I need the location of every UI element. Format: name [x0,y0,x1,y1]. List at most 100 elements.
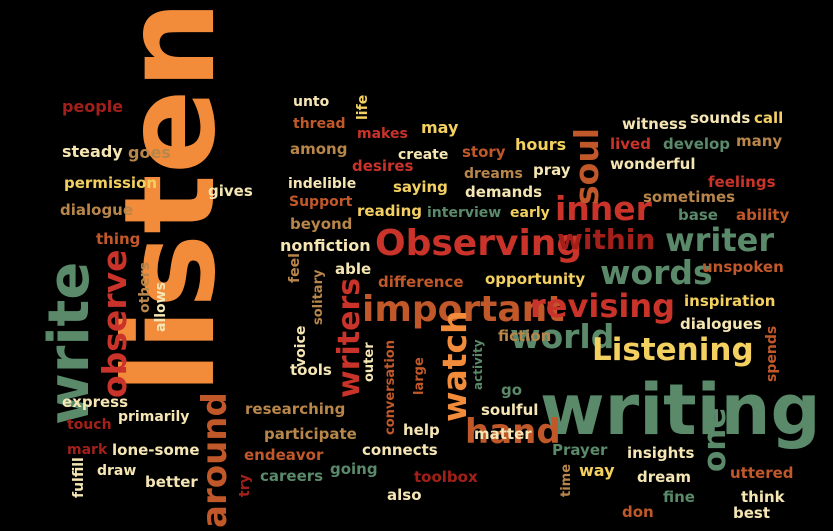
word-opportunity: opportunity [485,270,586,288]
word-fulfill: fulfill [71,457,87,498]
word-help: help [403,421,440,439]
word-tools: tools [290,361,332,379]
word-able: able [335,260,372,278]
word-support: Support [289,194,353,210]
word-important: important [362,289,565,330]
word-around: around [195,392,235,528]
word-way: way [579,461,615,480]
word-steady: steady [62,142,123,161]
word-toolbox: toolbox [414,468,478,486]
word-may: may [421,118,459,137]
word-also: also [387,486,422,504]
word-conversation: conversation [383,340,398,435]
word-desires: desires [352,157,414,175]
word-ability: ability [736,206,790,224]
word-create: create [398,147,449,163]
word-words: words [600,253,713,292]
word-many: many [736,132,783,150]
word-thing: thing [96,230,141,248]
word-primarily: primarily [118,409,190,425]
word-call: call [754,109,784,127]
word-demands: demands [465,183,543,201]
word-base: base [678,206,718,224]
word-activity: activity [471,339,485,390]
word-spends: spends [764,325,780,382]
word-going: going [330,460,378,478]
word-writing: writing [540,369,821,451]
word-matter: matter [474,425,532,443]
word-indelible: indelible [288,176,357,192]
word-sounds: sounds [690,109,751,127]
word-best: best [733,504,771,522]
word-within: within [557,223,656,256]
word-think: think [741,488,785,506]
word-fiction: fiction [498,327,552,345]
word-time: time [559,463,574,497]
word-soulful: soulful [481,401,539,419]
word-unto: unto [293,94,330,110]
word-solitary: solitary [311,269,326,325]
word-dialogues: dialogues [680,315,762,333]
word-sometimes: sometimes [643,188,736,206]
word-one: one [697,407,733,472]
word-large: large [412,357,427,395]
word-interview: interview [427,205,502,221]
word-prayer: Prayer [552,441,608,459]
word-writer: writer [665,221,775,259]
word-thread: thread [293,116,346,132]
word-difference: difference [378,273,464,291]
word-outer: outer [362,342,377,382]
word-people: people [62,97,124,116]
word-witness: witness [622,115,687,133]
word-beyond: beyond [290,215,353,233]
word-pray: pray [533,161,571,179]
word-allows: allows [153,282,169,332]
word-listening: Listening [592,332,754,368]
word-insights: insights [627,444,695,462]
word-endeavor: endeavor [244,446,324,464]
word-life: life [355,94,371,120]
word-touch: touch [67,417,112,433]
word-dream: dream [637,468,692,486]
word-lone-some: lone-some [112,441,200,459]
word-story: story [462,143,506,161]
word-unspoken: unspoken [702,258,784,276]
word-reading: reading [357,202,422,220]
word-don: don [622,503,654,521]
word-inspiration: inspiration [684,292,776,310]
word-draw: draw [97,463,137,479]
word-express: express [62,393,129,411]
word-uttered: uttered [730,464,794,482]
word-others: others [137,261,153,313]
word-dreams: dreams [464,166,523,182]
word-saying: saying [393,178,448,196]
word-early: early [510,205,550,221]
word-makes: makes [357,126,408,142]
word-mark: mark [67,442,108,458]
word-feelings: feelings [708,173,776,191]
word-develop: develop [663,135,731,153]
word-hand: hand [465,412,561,452]
word-inner: inner [555,189,652,228]
word-researching: researching [245,400,346,418]
word-hours: hours [515,135,567,154]
word-watch: watch [435,310,474,422]
word-world: world [510,317,615,356]
word-observe: observe [95,249,134,398]
word-revising: revising [530,287,676,325]
word-better: better [145,473,198,491]
word-goes: goes [128,143,171,162]
word-among: among [290,140,348,158]
word-careers: careers [260,467,324,485]
word-soul: soul [567,127,606,205]
word-gives: gives [208,182,253,200]
word-writers: writers [332,277,367,398]
word-participate: participate [264,425,357,443]
word-connects: connects [362,441,438,459]
word-nonfiction: nonfiction [280,236,371,255]
word-fine: fine [663,488,695,506]
word-observing: Observing [375,223,583,264]
word-wonderful: wonderful [610,155,696,173]
word-go: go [501,381,523,399]
